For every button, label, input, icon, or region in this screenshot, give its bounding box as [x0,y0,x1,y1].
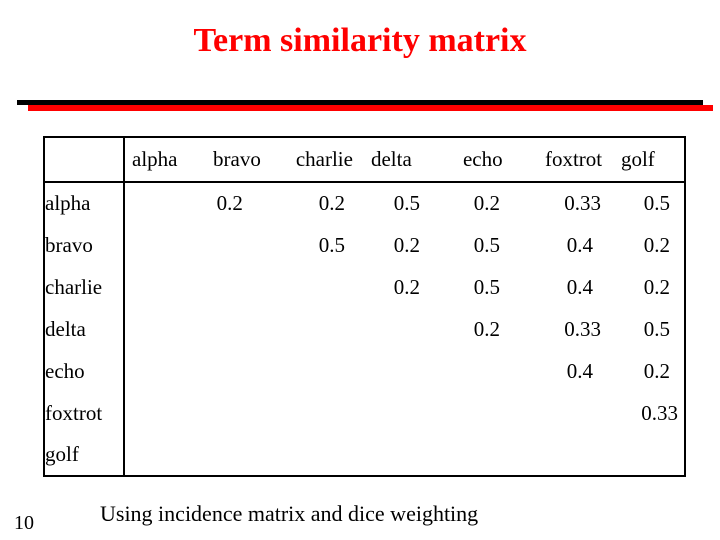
value-cell [204,434,261,476]
column-header-golf: golf [608,137,685,183]
value-cell [508,392,609,434]
value-cell [261,266,353,308]
value-cell [508,434,609,476]
value-cell [124,350,204,392]
corner-cell [44,137,125,183]
column-header-bravo: bravo [204,137,261,183]
value-cell: 0.2 [473,191,500,215]
row-label-foxtrot: foxtrot [44,392,125,434]
table-row-delta: delta 0.2 0.33 0.5 [44,308,685,350]
table-row-charlie: charlie 0.2 0.5 0.4 0.2 [44,266,685,308]
column-header-echo: echo [427,137,508,183]
term-similarity-table: alpha bravo charlie delta echo foxtrot g… [43,136,686,477]
value-cell [124,392,204,434]
table-row-foxtrot: foxtrot 0.33 [44,392,685,434]
row-label-charlie: charlie [44,266,125,308]
value-cell: 0.33 [564,191,601,215]
value-cell: 0.5 [643,191,670,215]
value-cell: 0.2 [643,232,670,257]
value-cell: 0.2 [318,191,345,215]
value-cell: 0.4 [566,232,593,257]
value-cell [124,266,204,308]
page-number: 10 [14,512,34,534]
column-header-charlie: charlie [260,137,353,183]
value-cell: 0.4 [566,358,593,383]
value-cell [204,266,261,308]
value-cell [428,392,508,434]
value-cell [124,224,204,266]
row-label-alpha: alpha [44,182,125,224]
value-cell: 0.5 [473,274,500,299]
value-cell [428,350,508,392]
value-cell [609,434,685,476]
column-header-alpha: alpha [124,137,204,183]
value-cell [353,350,428,392]
value-cell: 0.2 [643,358,670,383]
slide-title: Term similarity matrix [193,22,527,59]
value-cell [124,434,204,476]
value-cell: 0.2 [393,274,420,299]
table-row-golf: golf [44,434,685,476]
value-cell [204,308,261,350]
value-cell: 0.2 [473,316,500,341]
value-cell [261,392,353,434]
row-label-delta: delta [44,308,125,350]
value-cell [428,434,508,476]
value-cell [204,350,261,392]
value-cell [261,350,353,392]
value-cell: 0.5 [318,232,345,257]
value-cell [353,434,428,476]
value-cell: 0.5 [393,191,420,215]
value-cell: 0.4 [566,274,593,299]
value-cell: 0.2 [393,232,420,257]
row-label-bravo: bravo [44,224,125,266]
row-label-golf: golf [44,434,125,476]
value-cell: 0.5 [473,232,500,257]
column-header-delta: delta [352,137,428,183]
value-cell: 0.33 [564,316,601,341]
value-cell: 0.2 [643,274,670,299]
value-cell: 0.33 [641,400,678,425]
value-cell: 0.5 [643,316,670,341]
slide-caption: Using incidence matrix and dice weightin… [100,501,479,526]
column-header-foxtrot: foxtrot [507,137,609,183]
value-cell: 0.2 [216,191,243,215]
value-cell [353,308,428,350]
value-cell [261,434,353,476]
value-cell [204,224,261,266]
value-cell [261,308,353,350]
table-row-bravo: bravo 0.5 0.2 0.5 0.4 0.2 [44,224,685,266]
divider-bar-red [28,105,713,111]
value-cell [124,308,204,350]
value-cell [204,392,261,434]
value-cell [124,182,204,224]
table-row-echo: echo 0.4 0.2 [44,350,685,392]
row-label-echo: echo [44,350,125,392]
divider-bar-black [17,100,703,105]
table-row-alpha: alpha 0.2 0.2 0.5 0.2 0.33 0.5 [44,182,685,224]
table-header-row: alpha bravo charlie delta echo foxtrot g… [44,137,685,183]
value-cell [353,392,428,434]
